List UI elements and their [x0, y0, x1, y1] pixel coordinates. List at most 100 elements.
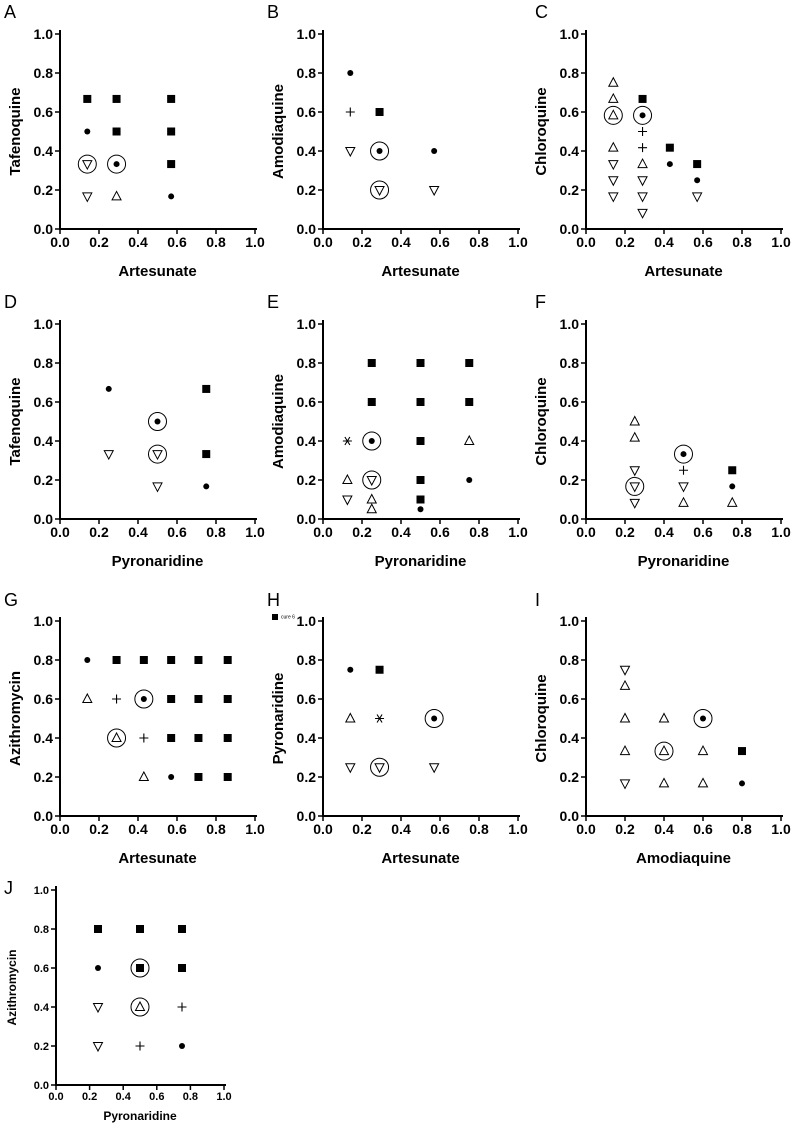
data-point-open-triangle-up	[111, 190, 122, 201]
data-point-filled-square	[167, 160, 176, 169]
data-point-circle-highlight	[107, 728, 127, 748]
x-axis-label: Pyronaridine	[638, 553, 730, 570]
y-tick-label: 0.0	[560, 511, 580, 527]
y-tick-label: 1.0	[34, 613, 54, 629]
data-point-filled-dot	[431, 715, 438, 722]
x-tick-label: 0.2	[352, 234, 372, 250]
data-point-circle-highlight	[130, 958, 150, 978]
data-point-open-triangle-down	[428, 186, 440, 197]
data-points	[103, 384, 211, 493]
data-point-filled-dot	[84, 657, 91, 663]
data-point-filled-square	[223, 656, 232, 664]
x-tick-label: 0.0	[576, 821, 596, 837]
data-point-plus	[345, 107, 355, 117]
data-point-open-triangle-down	[103, 450, 115, 461]
y-axis-label: Chloroquine	[533, 377, 550, 465]
data-point-open-triangle-down	[619, 665, 631, 676]
data-point-filled-square	[112, 127, 121, 136]
y-tick-label: 0.4	[297, 433, 317, 449]
x-tick-label: 1.0	[771, 524, 791, 540]
data-point-filled-square	[94, 925, 102, 933]
data-point-filled-dot	[639, 112, 646, 119]
data-point-filled-dot	[168, 774, 175, 780]
data-point-filled-square	[167, 656, 176, 664]
x-tick-label: 1.0	[245, 234, 265, 250]
data-points	[92, 925, 187, 1053]
data-point-plus	[112, 694, 122, 704]
panel-D: D 0.0 0.2 0.4 0.6 0.8 1.0 0.0 0.2 0.4 0.6 0.8 1.0 Pyr…	[4, 292, 265, 570]
data-point-filled-square	[112, 94, 121, 103]
data-points	[344, 665, 444, 777]
y-tick-label: 0.4	[560, 433, 580, 449]
data-point-filled-dot	[95, 965, 101, 971]
data-point-open-triangle-up	[342, 473, 353, 484]
data-point-open-triangle-up	[81, 692, 93, 703]
data-point-filled-square	[416, 359, 425, 367]
y-tick-label: 0.4	[34, 433, 54, 449]
data-point-open-triangle-up	[111, 731, 122, 742]
y-tick-label: 0.6	[560, 394, 580, 410]
data-point-filled-dot	[154, 418, 161, 425]
y-tick-label: 0.4	[560, 730, 580, 746]
x-tick-label: 0.4	[116, 1091, 132, 1103]
y-tick-label: 0.0	[560, 221, 580, 237]
panel-A: A 0.0 0.2 0.4 0.6 0.8 1.0 0.0 0.2 0.4 0.6 0.8 1.0 Art…	[4, 2, 265, 280]
panel-I: I 0.0 0.2 0.4 0.6 0.8 1.0 0.0 0.2 0.4 0.6 0.8 1.0 Amo…	[533, 590, 791, 867]
y-tick-label: 0.8	[560, 652, 580, 668]
y-tick-label: 0.4	[297, 143, 317, 159]
data-point-filled-square	[223, 734, 232, 742]
legend: cure 6	[272, 614, 295, 621]
x-tick-label: 1.0	[508, 524, 528, 540]
x-tick-label: 0.8	[732, 821, 752, 837]
data-point-filled-dot	[347, 666, 354, 673]
y-tick-label: 0.8	[34, 65, 54, 81]
data-point-filled-square	[202, 384, 211, 393]
x-tick-label: 1.0	[508, 234, 528, 250]
axes	[59, 30, 257, 230]
legend-label: cure 6	[281, 615, 295, 621]
data-point-filled-dot	[179, 1043, 185, 1049]
y-tick-label: 0.2	[560, 769, 580, 785]
data-point-open-triangle-down	[342, 495, 353, 506]
data-point-plus	[638, 143, 648, 153]
data-point-open-triangle-down	[678, 482, 689, 493]
data-point-open-triangle-up	[619, 679, 631, 690]
panel-label: J	[4, 878, 13, 898]
data-point-open-triangle-up	[629, 431, 641, 442]
y-tick-label: 1.0	[560, 316, 580, 332]
panel-label: G	[4, 590, 18, 610]
data-point-filled-square	[465, 359, 474, 367]
y-tick-label: 1.0	[560, 26, 580, 42]
y-axis-label: Chloroquine	[533, 674, 550, 762]
data-point-open-triangle-down	[92, 1003, 104, 1014]
data-point-open-triangle-down	[374, 186, 385, 197]
y-tick-label: 0.2	[34, 769, 54, 785]
x-tick-label: 0.4	[128, 821, 148, 837]
y-axis-label: Tafenoquine	[7, 87, 24, 175]
data-point-circle-highlight	[77, 154, 97, 174]
y-tick-label: 0.0	[297, 511, 317, 527]
data-point-circle-highlight	[654, 741, 674, 761]
data-point-open-triangle-down	[691, 192, 703, 203]
x-tick-label: 0.6	[167, 524, 187, 540]
y-axis-label: Amodiaquine	[270, 374, 287, 469]
x-tick-label: 0.2	[82, 1091, 97, 1103]
x-tick-label: 0.0	[576, 234, 596, 250]
x-tick-label: 1.0	[508, 821, 528, 837]
data-point-filled-dot	[729, 483, 736, 490]
y-tick-label: 0.2	[560, 472, 580, 488]
x-axis-label: Artesunate	[381, 850, 459, 867]
x-tick-label: 0.6	[149, 1091, 164, 1103]
data-point-circle-highlight	[130, 997, 150, 1017]
data-point-open-triangle-up	[658, 744, 670, 756]
y-tick-label: 0.0	[297, 221, 317, 237]
data-point-circle-highlight	[148, 444, 167, 464]
data-point-open-triangle-up	[463, 434, 475, 445]
data-point-circle-highlight	[370, 141, 390, 161]
data-point-filled-dot	[347, 70, 354, 76]
y-tick-label: 0.8	[297, 355, 317, 371]
x-tick-label: 0.4	[391, 234, 411, 250]
data-point-filled-square	[136, 964, 144, 972]
data-point-filled-square	[167, 695, 176, 703]
y-tick-label: 0.2	[297, 182, 317, 198]
